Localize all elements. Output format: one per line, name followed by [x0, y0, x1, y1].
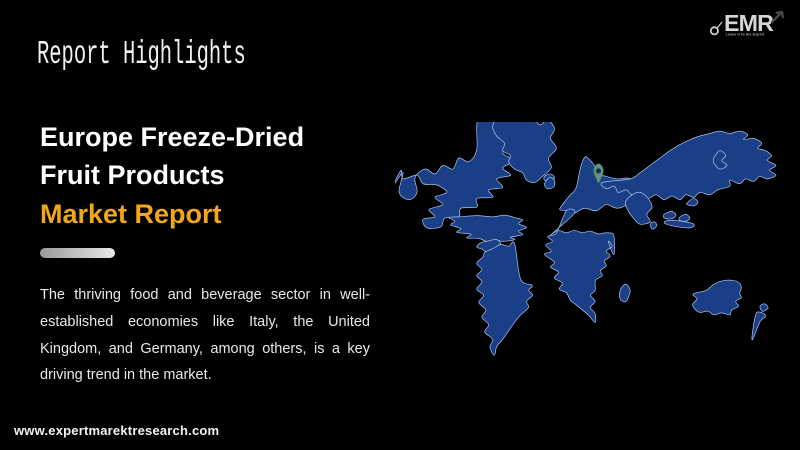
svg-text:EMR: EMR — [724, 10, 774, 36]
svg-text:Leave it to the Expert: Leave it to the Expert — [726, 33, 766, 37]
